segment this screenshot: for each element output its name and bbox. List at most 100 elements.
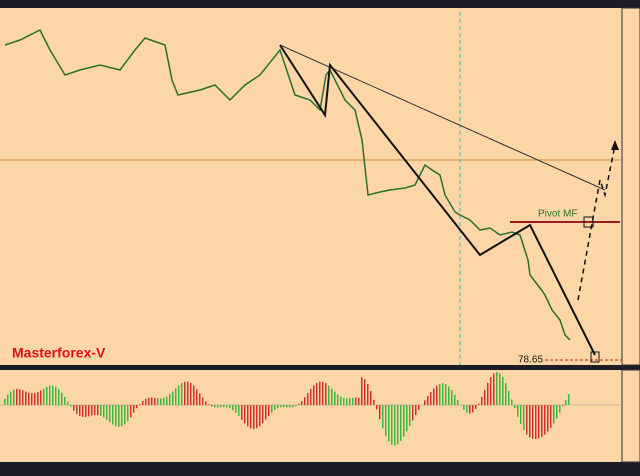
histogram-bar (280, 405, 282, 408)
histogram-bar (535, 405, 537, 440)
histogram-bar (418, 405, 420, 410)
histogram-bar (361, 377, 363, 405)
histogram-bar (184, 381, 186, 405)
histogram-bar (178, 385, 180, 405)
histogram-bar (169, 394, 171, 405)
histogram-bar (532, 405, 534, 439)
histogram-bar (277, 405, 279, 409)
histogram-bar (112, 405, 114, 425)
histogram-bar (25, 391, 27, 405)
histogram-bar (553, 405, 555, 424)
histogram-bar (463, 405, 465, 410)
histogram-bar (49, 385, 51, 405)
histogram-bar (355, 397, 357, 405)
histogram-bar (85, 405, 87, 417)
histogram-bar (220, 405, 222, 408)
histogram-bar (241, 405, 243, 420)
histogram-bar (313, 385, 315, 405)
histogram-bar (19, 389, 21, 405)
histogram-bar (244, 405, 246, 424)
histogram-bar (295, 405, 297, 407)
histogram-bar (115, 405, 117, 427)
histogram-bar (334, 391, 336, 405)
histogram-bar (283, 405, 285, 408)
histogram-bar (136, 405, 138, 409)
histogram-bar (394, 405, 396, 446)
histogram-bar (148, 397, 150, 405)
histogram-bar (517, 405, 519, 417)
histogram-bar (265, 405, 267, 420)
histogram-bar (559, 405, 561, 413)
histogram-bar (247, 405, 249, 427)
histogram-bar (97, 405, 99, 416)
histogram-bar (466, 405, 468, 413)
histogram-bar (403, 405, 405, 437)
histogram-bar (22, 390, 24, 405)
histogram-bar (328, 385, 330, 405)
histogram-bar (64, 397, 66, 405)
histogram-bar (160, 398, 162, 405)
forecast-arrow (577, 144, 616, 301)
histogram-bar (439, 383, 441, 405)
histogram-bar (73, 405, 75, 411)
histogram-bar (496, 371, 498, 405)
histogram-bar (382, 405, 384, 429)
brand-label: Masterforex-V (12, 345, 106, 361)
histogram-bar (217, 405, 219, 408)
histogram-bar (82, 405, 84, 417)
histogram-bar (250, 405, 252, 429)
histogram-bar (484, 389, 486, 405)
histogram-bar (61, 392, 63, 405)
arrow-head (611, 140, 619, 150)
histogram-bar (445, 384, 447, 405)
histogram-bar (442, 383, 444, 405)
histogram-bar (76, 405, 78, 414)
histogram-bar (565, 400, 567, 405)
histogram-bar (349, 398, 351, 405)
histogram-bar (487, 382, 489, 405)
histogram-bar (127, 405, 129, 422)
histogram-bar (343, 397, 345, 405)
histogram-bar (340, 396, 342, 405)
histogram-bar (364, 379, 366, 405)
histogram-bar (388, 405, 390, 442)
histogram-bar (100, 405, 102, 416)
histogram-bar (379, 405, 381, 420)
histogram-bar (346, 398, 348, 405)
histogram-bar (52, 385, 54, 405)
histogram-bar (307, 393, 309, 405)
histogram-bar (547, 405, 549, 432)
histogram-bar (430, 392, 432, 405)
histogram-bar (94, 405, 96, 416)
indicator-axis (621, 369, 640, 463)
histogram-bar (79, 405, 81, 416)
histogram-bar (46, 386, 48, 405)
histogram-bar (10, 391, 12, 405)
histogram-bar (4, 398, 6, 405)
wave-lines (279, 44, 596, 356)
histogram-bar (322, 381, 324, 405)
histogram-bar (490, 377, 492, 405)
histogram-bar (427, 396, 429, 405)
histogram-bar (292, 405, 294, 408)
histogram-bar (43, 388, 45, 405)
histogram-bar (106, 405, 108, 420)
histogram-bar (424, 400, 426, 405)
histogram-bar (433, 388, 435, 405)
histogram-bar (376, 405, 378, 410)
histogram-bar (541, 405, 543, 437)
histogram-bar (34, 393, 36, 405)
histogram-bar (538, 405, 540, 439)
histogram-bar (226, 405, 228, 408)
histogram-bar (262, 405, 264, 424)
histogram-bar (166, 396, 168, 405)
histogram-bar (373, 399, 375, 405)
histogram-bar (238, 405, 240, 417)
histogram-bar (130, 405, 132, 418)
histogram-bar (370, 391, 372, 405)
histogram-bar (448, 386, 450, 405)
histogram-bar (202, 397, 204, 405)
histogram-bar (271, 405, 273, 413)
histogram-bar (274, 405, 276, 410)
